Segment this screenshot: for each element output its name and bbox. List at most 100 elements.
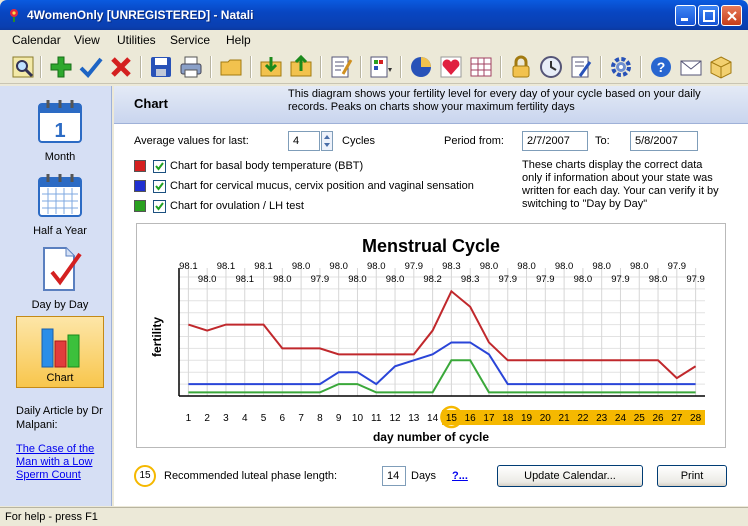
period-to-input[interactable]: 5/8/2007 [630, 131, 698, 151]
sidebar-item-label: Half a Year [33, 225, 87, 237]
bbt-value-label: 97.9 [536, 274, 555, 285]
daily-article-heading: Daily Article by Dr Malpani: [16, 405, 103, 431]
open-folder-button[interactable] [218, 54, 244, 80]
cycles-label: Cycles [342, 135, 376, 147]
table-button[interactable] [468, 54, 494, 80]
checkmark-icon [155, 162, 164, 171]
mail-button[interactable] [678, 54, 704, 80]
maximize-icon [703, 10, 715, 22]
sidebar-item-half-a-year[interactable]: Half a Year [16, 168, 104, 240]
export-button[interactable] [288, 54, 314, 80]
period-from-input[interactable]: 2/7/2007 [522, 131, 588, 151]
luteal-help-link[interactable]: ?... [452, 470, 468, 482]
window-button[interactable] [368, 54, 394, 80]
chart-title: Menstrual Cycle [362, 236, 500, 256]
bbt-value-label: 98.1 [179, 261, 198, 272]
title-bar: 4WomenOnly [UNREGISTERED] - Natali [0, 0, 748, 30]
table-icon [470, 57, 492, 77]
sidebar-item-label: Month [44, 151, 76, 163]
minimize-button[interactable] [675, 5, 696, 26]
day-tick-label: 5 [261, 413, 267, 424]
sidebar-item-chart[interactable]: Chart [16, 316, 104, 388]
import-button[interactable] [258, 54, 284, 80]
sidebar-item-day-by-day[interactable]: Day by Day [16, 242, 104, 314]
update-calendar-button[interactable]: Update Calendar... [497, 465, 643, 487]
preview-button[interactable] [10, 54, 36, 80]
day-tick-label: 7 [298, 413, 304, 424]
sidebar-item-month[interactable]: 1 Month [16, 94, 104, 166]
menu-utilities[interactable]: Utilities [117, 33, 156, 47]
lock-button[interactable] [508, 54, 534, 80]
settings-button[interactable] [608, 54, 634, 80]
bbt-value-label: 98.1 [236, 274, 255, 285]
bbt-value-label: 98.0 [649, 274, 668, 285]
series-line-0 [188, 289, 697, 380]
bbt-value-label: 98.0 [592, 261, 611, 272]
help-icon: ? [651, 57, 671, 77]
close-button[interactable] [721, 5, 742, 26]
clock-icon [540, 56, 562, 78]
package-icon [710, 56, 732, 79]
day-tick-label: 15 [446, 413, 458, 424]
bbt-value-label: 98.0 [517, 261, 536, 272]
help-button[interactable]: ? [648, 54, 674, 80]
menu-view[interactable]: View [74, 33, 100, 47]
print-button-toolbar[interactable] [178, 54, 204, 80]
spinner-arrows-icon [324, 135, 330, 147]
menu-calendar[interactable]: Calendar [12, 33, 61, 47]
toolbar-separator [600, 56, 602, 78]
day-tick-label: 14 [427, 413, 439, 424]
ovulation-checkbox[interactable] [153, 200, 166, 213]
day-tick-label: 28 [690, 413, 702, 424]
average-label: Average values for last: [134, 135, 249, 147]
checkmark-icon [155, 182, 164, 191]
svg-text:1: 1 [54, 120, 65, 142]
check-button[interactable] [78, 54, 104, 80]
bbt-value-label: 98.3 [461, 274, 480, 285]
checkmark-icon [155, 202, 164, 211]
toolbar-separator [500, 56, 502, 78]
bbt-value-label: 98.0 [367, 261, 386, 272]
bbt-value-label: 98.0 [348, 274, 367, 285]
day-tick-label: 2 [204, 413, 210, 424]
cycles-spinner[interactable] [321, 131, 333, 151]
notes-button[interactable] [328, 54, 354, 80]
bar-chart-icon [41, 328, 80, 368]
mucus-checkbox[interactable] [153, 180, 166, 193]
package-button[interactable] [708, 54, 734, 80]
daily-article-link[interactable]: The Case of the Man with a Low Sperm Cou… [16, 443, 95, 481]
save-button[interactable] [148, 54, 174, 80]
delete-button[interactable] [108, 54, 134, 80]
cycles-input[interactable]: 4 [288, 131, 320, 151]
day-tick-label: 25 [634, 413, 646, 424]
page-description: This diagram shows your fertility level … [288, 88, 701, 113]
luteal-input[interactable]: 14 [382, 466, 406, 486]
add-button[interactable] [48, 54, 74, 80]
edit-button[interactable] [568, 54, 594, 80]
bbt-value-label: 98.0 [292, 261, 311, 272]
panel-header: Chart This diagram shows your fertility … [114, 86, 748, 124]
bbt-checkbox[interactable] [153, 160, 166, 173]
ovulation-color-swatch [134, 200, 146, 212]
print-button[interactable]: Print [657, 465, 727, 487]
heart-icon [440, 56, 462, 78]
days-label: Days [411, 470, 437, 482]
clock-button[interactable] [538, 54, 564, 80]
pie-chart-button[interactable] [408, 54, 434, 80]
toolbar-separator [40, 56, 42, 78]
toolbar-separator [360, 56, 362, 78]
menu-service[interactable]: Service [170, 33, 211, 47]
bbt-value-label: 98.1 [254, 261, 272, 272]
day-tick-label: 27 [671, 413, 683, 424]
day-tick-label: 11 [371, 413, 382, 424]
check-icon [79, 57, 103, 78]
day-tick-label: 16 [465, 413, 477, 424]
menu-help[interactable]: Help [226, 33, 251, 47]
ovulation-label: Chart for ovulation / LH test [170, 200, 304, 212]
maximize-button[interactable] [698, 5, 719, 26]
day-tick-label: 18 [502, 413, 514, 424]
heart-button[interactable] [438, 54, 464, 80]
lock-icon [512, 55, 530, 78]
notes-icon [331, 56, 353, 78]
toolbar-separator [140, 56, 142, 78]
